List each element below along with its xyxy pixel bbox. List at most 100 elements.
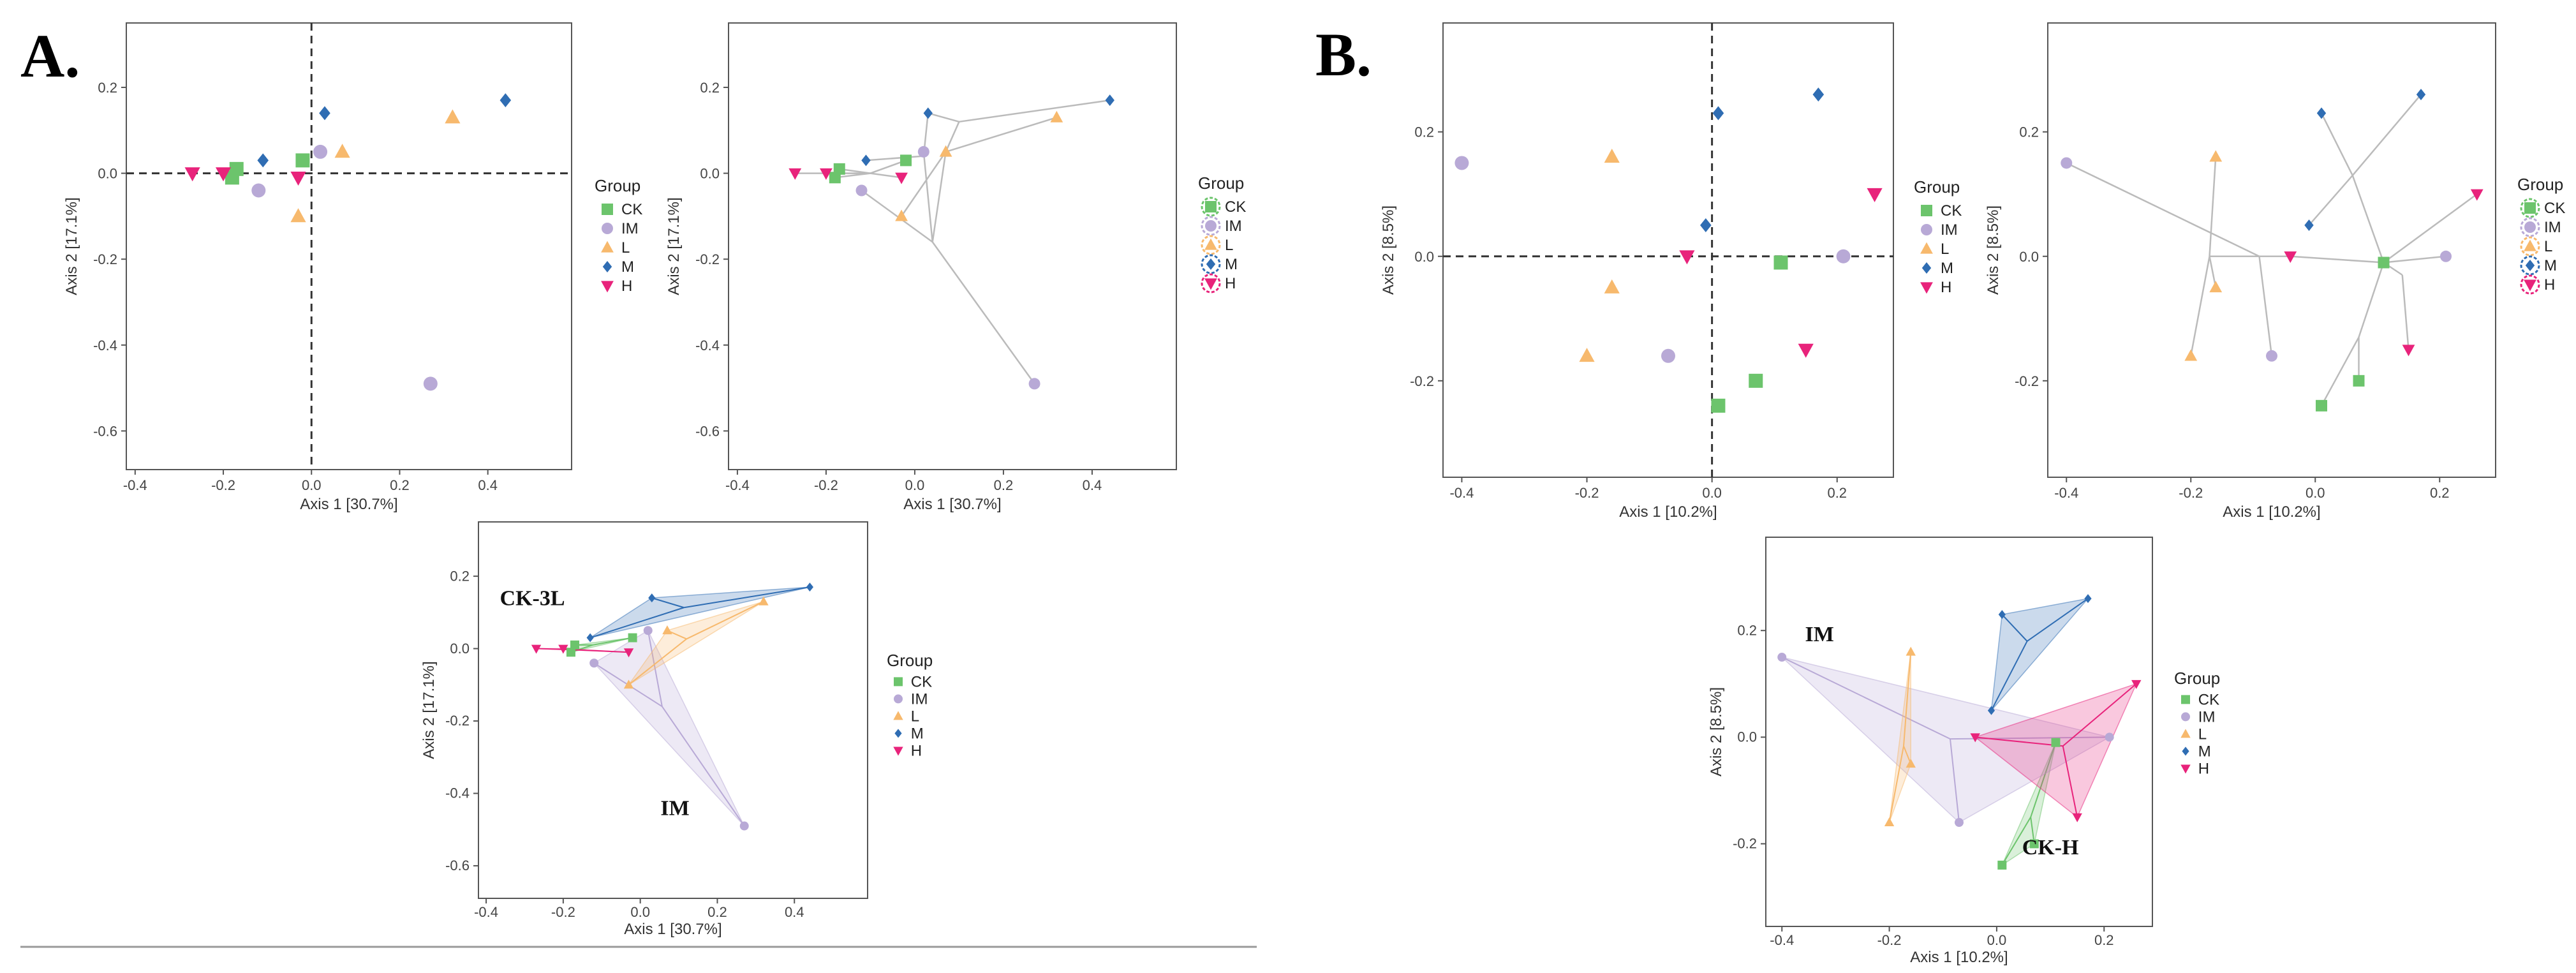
centroid-spoke (2027, 598, 2089, 642)
y-tick-label: -0.4 (695, 338, 720, 353)
tree-edge (2190, 256, 2210, 357)
legend-ring (1201, 235, 1221, 255)
x-axis-label: Axis 1 [10.2%] (2223, 503, 2320, 521)
point-ck (570, 640, 579, 650)
tree-edge (922, 151, 933, 242)
point-m (861, 154, 871, 167)
tree-edge (834, 172, 871, 179)
centroid-spoke (2030, 742, 2057, 818)
y-tick-label: 0.2 (1737, 622, 1757, 638)
y-tick-label: -0.6 (445, 858, 470, 873)
point-m (1812, 87, 1825, 102)
y-tick-label: -0.4 (445, 785, 470, 801)
point-m (2316, 107, 2327, 119)
point-l (1906, 646, 1916, 656)
point-ck (566, 648, 575, 657)
legend-key-im (894, 694, 903, 704)
legend-key-l (601, 241, 614, 253)
x-tick-label: 0.0 (905, 477, 925, 493)
point-l (290, 208, 306, 223)
legend-label-l: L (2544, 238, 2552, 255)
legend-key-l (2524, 239, 2536, 251)
point-h (788, 168, 802, 180)
legend-ring (2520, 198, 2540, 218)
x-tick-label: -0.2 (1575, 485, 1599, 501)
x-tick-label: 0.4 (1083, 477, 1102, 493)
point-l (662, 625, 672, 635)
legend-title: Group (887, 651, 933, 670)
legend-key-l (1204, 238, 1217, 250)
legend-key-m (894, 729, 902, 738)
tree-edge (928, 112, 959, 123)
point-im (2105, 732, 2114, 742)
panel-label-a: A. (20, 22, 80, 90)
tree-edge (866, 155, 924, 161)
tree-edge (931, 151, 947, 242)
centroid-spoke (1949, 739, 1960, 823)
x-axis-label: Axis 1 [30.7%] (300, 496, 397, 513)
tree-edge (861, 189, 933, 243)
tree-edge (2358, 262, 2385, 338)
point-m (2304, 219, 2314, 231)
y-tick-label: -0.2 (1410, 373, 1434, 389)
point-h (2131, 680, 2142, 689)
point-m (2416, 89, 2426, 101)
legend-key-ck (1205, 201, 1217, 212)
y-axis-label: Axis 2 [8.5%] (1708, 687, 1725, 776)
legend-label-ck: CK (2544, 200, 2565, 217)
charts-layer: -0.4 -0.2 0.0 0.2 0.4-0.6-0.4-0.20.00.2Axis … (63, 22, 2565, 966)
point-h (184, 167, 200, 182)
legend-title: Group (1914, 177, 1960, 197)
point-l (1604, 279, 1620, 293)
legend-label-h: H (2544, 276, 2555, 293)
point-im (1955, 818, 1964, 828)
x-tick-label: -0.4 (474, 904, 498, 920)
point-m (1987, 706, 1995, 715)
legend-key-im (2524, 221, 2536, 233)
point-l (1579, 348, 1595, 362)
point-ck (2353, 375, 2365, 387)
point-h (623, 648, 634, 658)
legend-title: Group (2174, 669, 2220, 688)
point-ck (628, 633, 637, 642)
legend-key-ck (894, 677, 903, 687)
tree-edge (2209, 256, 2217, 288)
tree-edge (2383, 193, 2478, 264)
legend-label-l: L (1941, 241, 1949, 258)
y-tick-label: 0.2 (700, 80, 720, 96)
plot-frame (728, 22, 1177, 470)
point-im (643, 626, 653, 635)
group-hull-ck (2001, 742, 2057, 866)
legend-label-m: M (2544, 257, 2557, 274)
y-axis-label: Axis 2 [8.5%] (1380, 205, 1397, 295)
y-axis-label: Axis 2 [17.1%] (665, 197, 683, 295)
legend-label-l: L (911, 708, 919, 725)
point-m (1105, 94, 1114, 107)
x-tick-label: -0.2 (551, 904, 575, 920)
legend-key-h (601, 281, 614, 293)
legend-label-h: H (1941, 279, 1951, 296)
y-tick-label: -0.6 (695, 423, 720, 439)
legend-key-h (2180, 764, 2191, 774)
point-m (2084, 594, 2092, 604)
legend-key-m (602, 261, 612, 272)
x-tick-label: -0.2 (814, 477, 838, 493)
centroid-spoke (683, 586, 810, 609)
point-h (215, 167, 232, 182)
legend-key-h (1204, 278, 1217, 290)
point-im (2266, 350, 2277, 362)
legend-label-h: H (2198, 760, 2209, 777)
point-im (1777, 653, 1787, 662)
legend-key-l (1920, 242, 1933, 254)
tree-edge (870, 160, 907, 174)
legend-ring (2520, 255, 2540, 276)
y-tick-label: -0.2 (1733, 836, 1757, 852)
point-im (313, 144, 328, 159)
annotation-label: CK-3L (500, 586, 565, 610)
point-ck (1711, 398, 1726, 413)
legend-key-m (1921, 262, 1932, 274)
y-tick-label: -0.4 (93, 338, 117, 353)
x-axis-label: Axis 1 [10.2%] (1910, 949, 2008, 966)
chart-a1: -0.4 -0.2 0.0 0.2 0.4 -0.6 -0.4 -0.2 0.0 0.2 Axis … (63, 22, 642, 513)
point-ck (1773, 255, 1788, 270)
